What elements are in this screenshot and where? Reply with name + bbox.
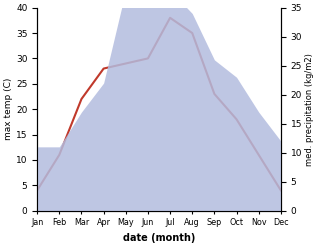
Y-axis label: med. precipitation (kg/m2): med. precipitation (kg/m2): [305, 53, 314, 165]
Y-axis label: max temp (C): max temp (C): [4, 78, 13, 140]
X-axis label: date (month): date (month): [123, 233, 195, 243]
